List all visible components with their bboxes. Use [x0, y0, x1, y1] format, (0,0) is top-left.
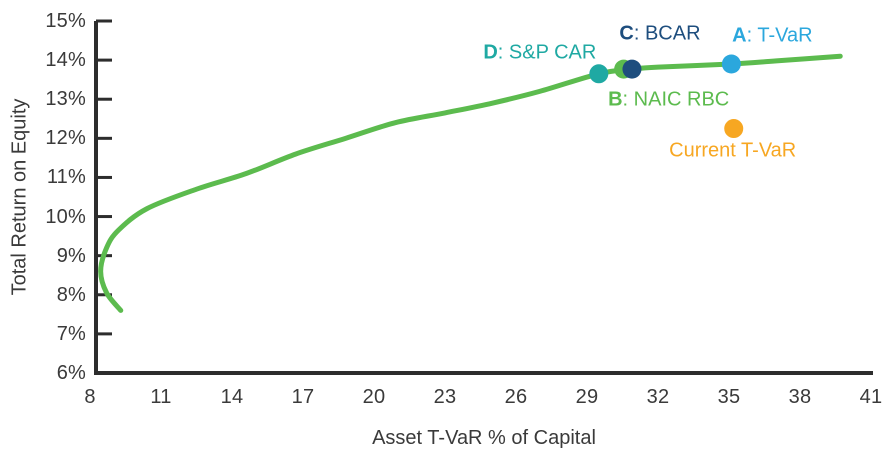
x-tick-label: 29 — [575, 386, 599, 408]
y-tick-label: 6% — [56, 362, 86, 384]
y-tick-label: 15% — [45, 10, 86, 32]
marker-label-D: D: S&P CAR — [483, 41, 597, 64]
x-tick-label: 14 — [220, 386, 244, 408]
x-tick-label: 38 — [788, 386, 812, 408]
y-tick-label: 14% — [45, 49, 86, 72]
y-tick-label: 9% — [56, 244, 86, 267]
y-tick-label: 7% — [56, 322, 86, 345]
marker-current — [724, 119, 744, 139]
marker-label-current: Current T-VaR — [669, 139, 797, 162]
marker-label-C: C: BCAR — [619, 22, 701, 45]
x-tick-label: 32 — [646, 386, 670, 408]
axis-spine — [94, 21, 873, 375]
efficient-frontier-curve — [98, 53, 843, 313]
x-tick-label: 11 — [150, 386, 172, 408]
marker-A — [721, 54, 741, 74]
x-tick-label: 35 — [717, 386, 741, 408]
marker-D — [589, 64, 609, 84]
marker-C — [622, 59, 642, 79]
marker-label-B: B: NAIC RBC — [608, 88, 730, 111]
y-tick-label: 10% — [45, 205, 86, 228]
y-axis-title: Total Return on Equity — [8, 98, 31, 296]
x-tick-label: 8 — [84, 386, 96, 408]
x-tick-label: 17 — [291, 386, 315, 408]
x-tick-label: 20 — [362, 386, 386, 408]
x-tick-label: 41 — [859, 386, 883, 408]
y-tick-label: 8% — [56, 283, 86, 306]
x-tick-label: 23 — [433, 386, 457, 408]
x-tick-label: 26 — [504, 386, 528, 408]
y-tick-label: 12% — [45, 127, 86, 150]
x-axis-title: Asset T-VaR % of Capital — [372, 427, 596, 449]
marker-label-A: A: T-VaR — [732, 24, 813, 47]
y-tick-label: 11% — [46, 166, 86, 189]
y-tick-label: 13% — [45, 88, 86, 111]
